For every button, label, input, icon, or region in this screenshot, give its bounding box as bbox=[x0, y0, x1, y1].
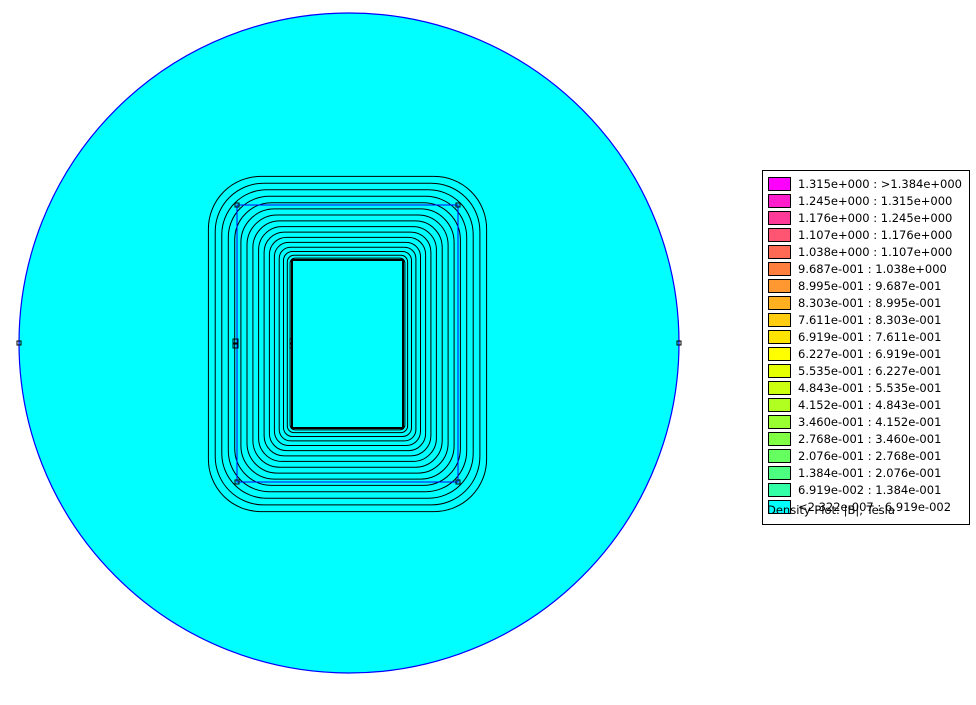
legend-color-swatch bbox=[768, 466, 791, 480]
legend-range-label: 2.076e-001 : 2.768e-001 bbox=[798, 449, 942, 463]
legend-entry: 8.303e-001 : 8.995e-001 bbox=[767, 295, 967, 312]
flux-contour bbox=[268, 236, 427, 452]
density-legend: 1.315e+000 : >1.384e+000 1.245e+000 : 1.3… bbox=[762, 170, 970, 525]
legend-color-swatch bbox=[768, 347, 791, 361]
flux-contour bbox=[221, 189, 474, 499]
legend-range-label: 6.919e-002 : 1.384e-001 bbox=[798, 483, 942, 497]
rect-node-left-mid-a[interactable] bbox=[232, 338, 239, 345]
legend-entry: 1.107e+000 : 1.176e+000 bbox=[767, 227, 967, 244]
legend-entry: <2.322e-007 : 6.919e-002 bbox=[767, 499, 967, 516]
legend-color-swatch bbox=[768, 279, 791, 293]
legend-color-swatch bbox=[768, 211, 791, 225]
legend-range-label: 3.460e-001 : 4.152e-001 bbox=[798, 415, 942, 429]
legend-range-label: 4.152e-001 : 4.843e-001 bbox=[798, 398, 942, 412]
legend-entry: 1.384e-001 : 2.076e-001 bbox=[767, 465, 967, 482]
conductor-region[interactable] bbox=[291, 259, 404, 429]
legend-entry: 1.315e+000 : >1.384e+000 bbox=[767, 176, 967, 193]
legend-color-swatch bbox=[768, 177, 791, 191]
flux-contour bbox=[258, 226, 437, 462]
flux-contour bbox=[286, 254, 409, 434]
legend-color-swatch bbox=[768, 313, 791, 327]
legend-range-label: 4.843e-001 : 5.535e-001 bbox=[798, 381, 942, 395]
flux-contour bbox=[207, 175, 488, 513]
legend-entry: 6.227e-001 : 6.919e-001 bbox=[767, 346, 967, 363]
flux-contour bbox=[273, 241, 421, 446]
rect-node-left-mid-b[interactable] bbox=[232, 342, 239, 349]
boundary-node-left[interactable] bbox=[16, 340, 22, 346]
flux-contour bbox=[283, 251, 412, 437]
flux-contour bbox=[278, 246, 417, 442]
legend-range-label: 7.611e-001 : 8.303e-001 bbox=[798, 313, 942, 327]
legend-entry: 1.038e+000 : 1.107e+000 bbox=[767, 244, 967, 261]
legend-color-swatch bbox=[768, 483, 791, 497]
legend-range-label: 9.687e-001 : 1.038e+000 bbox=[798, 262, 947, 276]
legend-range-label: 5.535e-001 : 6.227e-001 bbox=[798, 364, 942, 378]
legend-range-label: 6.919e-001 : 7.611e-001 bbox=[798, 330, 942, 344]
legend-entry: 6.919e-002 : 1.384e-001 bbox=[767, 482, 967, 499]
legend-color-swatch bbox=[768, 194, 791, 208]
legend-range-label: 1.107e+000 : 1.176e+000 bbox=[798, 228, 953, 242]
legend-color-swatch bbox=[768, 500, 791, 514]
legend-color-swatch bbox=[768, 415, 791, 429]
legend-range-label: 1.315e+000 : >1.384e+000 bbox=[798, 177, 962, 191]
flux-contour bbox=[246, 214, 449, 474]
legend-entry: 3.460e-001 : 4.152e-001 bbox=[767, 414, 967, 431]
legend-entry: 8.995e-001 : 9.687e-001 bbox=[767, 278, 967, 295]
boundary-node-right[interactable] bbox=[676, 340, 682, 346]
flux-contour bbox=[240, 208, 455, 480]
rect-node-br[interactable] bbox=[455, 479, 461, 485]
flux-contour bbox=[227, 195, 468, 493]
legend-range-label: 1.245e+000 : 1.315e+000 bbox=[798, 194, 953, 208]
legend-entry: 2.076e-001 : 2.768e-001 bbox=[767, 448, 967, 465]
legend-entry: 1.245e+000 : 1.315e+000 bbox=[767, 193, 967, 210]
legend-color-swatch bbox=[768, 262, 791, 276]
flux-contour bbox=[214, 182, 481, 506]
legend-entry: 6.919e-001 : 7.611e-001 bbox=[767, 329, 967, 346]
legend-entry: 9.687e-001 : 1.038e+000 bbox=[767, 261, 967, 278]
legend-color-swatch bbox=[768, 330, 791, 344]
legend-range-label: <2.322e-007 : 6.919e-002 bbox=[798, 500, 952, 514]
legend-color-swatch bbox=[768, 449, 791, 463]
legend-range-label: 1.176e+000 : 1.245e+000 bbox=[798, 211, 953, 225]
flux-contour-lines bbox=[207, 175, 488, 513]
flux-contour bbox=[263, 231, 432, 457]
rect-node-tr[interactable] bbox=[455, 202, 461, 208]
legend-range-label: 1.038e+000 : 1.107e+000 bbox=[798, 245, 953, 259]
legend-entry: 5.535e-001 : 6.227e-001 bbox=[767, 363, 967, 380]
legend-entry: 7.611e-001 : 8.303e-001 bbox=[767, 312, 967, 329]
legend-entry: 4.843e-001 : 5.535e-001 bbox=[767, 380, 967, 397]
legend-entry: 2.768e-001 : 3.460e-001 bbox=[767, 431, 967, 448]
legend-color-swatch bbox=[768, 228, 791, 242]
legend-color-swatch bbox=[768, 364, 791, 378]
legend-caption: Density Plot: |B|, Tesla bbox=[767, 503, 895, 517]
legend-range-label: 6.227e-001 : 6.919e-001 bbox=[798, 347, 942, 361]
legend-entry: 1.176e+000 : 1.245e+000 bbox=[767, 210, 967, 227]
rect-node-bl[interactable] bbox=[234, 479, 240, 485]
legend-range-label: 2.768e-001 : 3.460e-001 bbox=[798, 432, 942, 446]
legend-color-swatch bbox=[768, 432, 791, 446]
legend-color-swatch bbox=[768, 296, 791, 310]
legend-color-swatch bbox=[768, 398, 791, 412]
legend-color-swatch bbox=[768, 381, 791, 395]
legend-range-label: 8.303e-001 : 8.995e-001 bbox=[798, 296, 942, 310]
legend-range-label: 8.995e-001 : 9.687e-001 bbox=[798, 279, 942, 293]
legend-entry: 4.152e-001 : 4.843e-001 bbox=[767, 397, 967, 414]
legend-color-swatch bbox=[768, 245, 791, 259]
flux-contour bbox=[252, 220, 443, 468]
rect-node-tl[interactable] bbox=[234, 202, 240, 208]
legend-range-label: 1.384e-001 : 2.076e-001 bbox=[798, 466, 942, 480]
